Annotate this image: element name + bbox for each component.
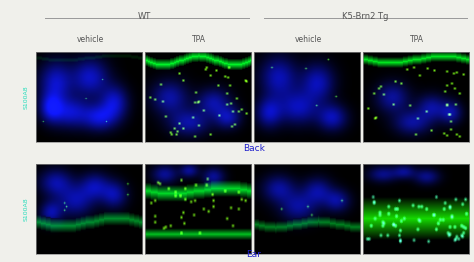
Text: S100A8: S100A8 bbox=[24, 85, 28, 109]
Text: K5-Brn2 Tg: K5-Brn2 Tg bbox=[342, 12, 389, 21]
Text: WT: WT bbox=[138, 12, 151, 21]
Text: S100A8: S100A8 bbox=[24, 198, 28, 221]
Text: Ear: Ear bbox=[246, 250, 261, 259]
Text: TPA: TPA bbox=[192, 35, 206, 44]
Text: Back: Back bbox=[243, 144, 264, 153]
Text: vehicle: vehicle bbox=[294, 35, 322, 44]
Text: vehicle: vehicle bbox=[76, 35, 104, 44]
Text: TPA: TPA bbox=[410, 35, 424, 44]
